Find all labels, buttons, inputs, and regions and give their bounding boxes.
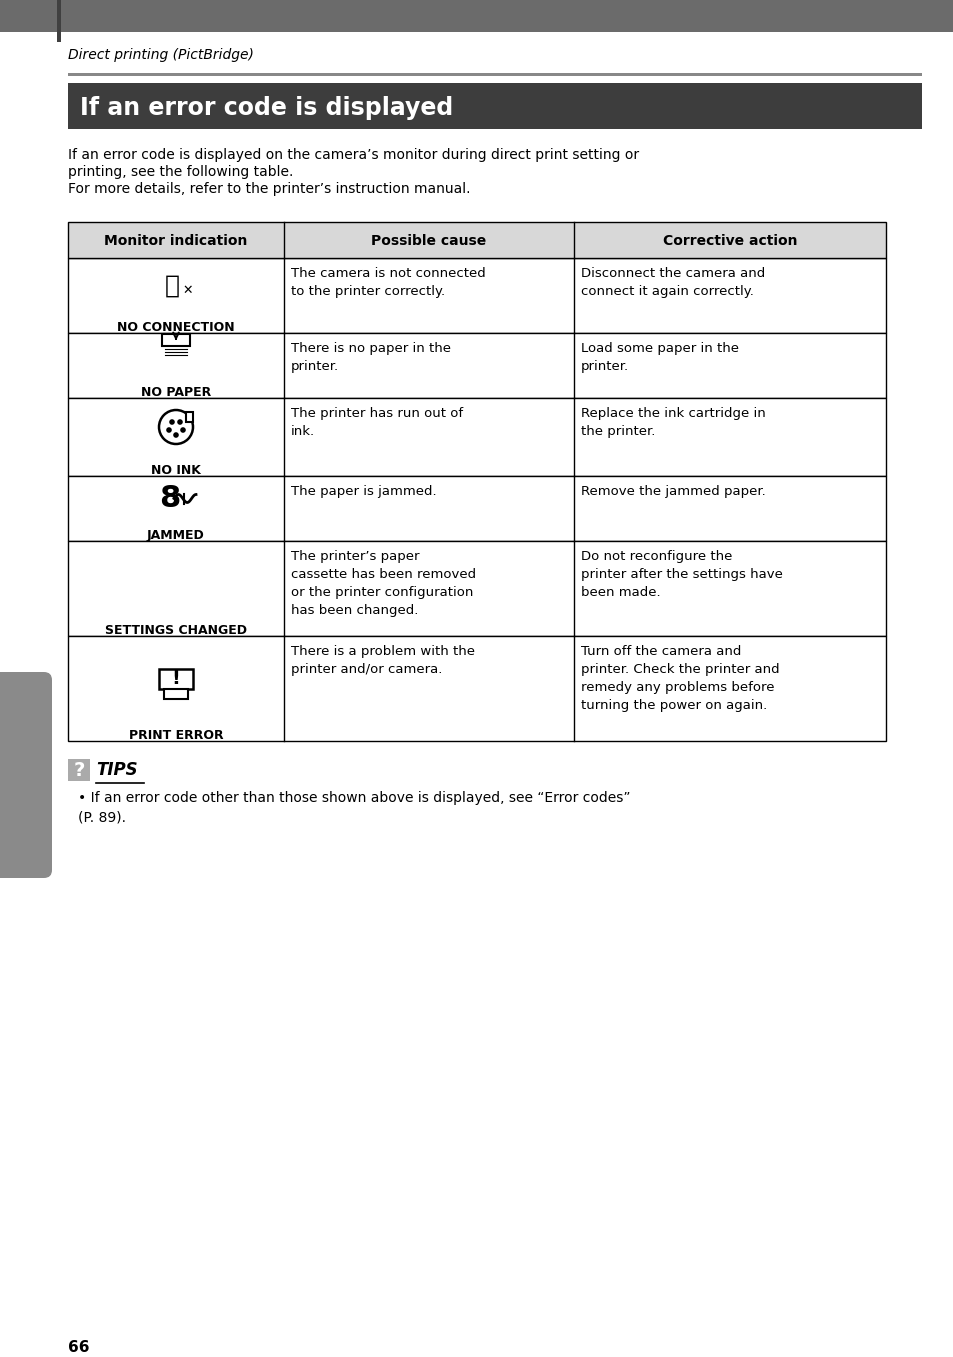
Text: There is a problem with the
printer and/or camera.: There is a problem with the printer and/… (291, 645, 475, 676)
Circle shape (177, 419, 183, 425)
Text: Remove the jammed paper.: Remove the jammed paper. (580, 484, 765, 498)
Text: ?: ? (73, 760, 85, 779)
Text: If an error code is displayed on the camera’s monitor during direct print settin: If an error code is displayed on the cam… (68, 148, 639, 161)
FancyBboxPatch shape (0, 672, 52, 878)
Bar (68, 73, 921, 76)
Text: Corrective action: Corrective action (662, 233, 797, 248)
Bar (68, 83, 921, 129)
Text: The camera is not connected
to the printer correctly.: The camera is not connected to the print… (291, 267, 485, 299)
Bar (0, 0, 953, 33)
Text: 8: 8 (159, 484, 180, 513)
Text: Direct printing (PictBridge): Direct printing (PictBridge) (68, 47, 253, 62)
Bar (68, 398, 885, 476)
Text: PRINT ERROR: PRINT ERROR (129, 729, 223, 742)
Bar (186, 413, 193, 422)
Text: Possible cause: Possible cause (371, 233, 486, 248)
Text: For more details, refer to the printer’s instruction manual.: For more details, refer to the printer’s… (68, 182, 470, 195)
Text: 66: 66 (68, 1339, 90, 1356)
Text: The printer has run out of
ink.: The printer has run out of ink. (291, 407, 462, 438)
Text: If an error code is displayed: If an error code is displayed (80, 96, 453, 119)
Text: SETTINGS CHANGED: SETTINGS CHANGED (105, 624, 247, 636)
Text: ✕: ✕ (183, 284, 193, 297)
Text: Disconnect the camera and
connect it again correctly.: Disconnect the camera and connect it aga… (580, 267, 764, 299)
Bar (162, 334, 190, 346)
Bar (68, 636, 885, 741)
Circle shape (180, 427, 186, 433)
Text: The printer’s paper
cassette has been removed
or the printer configuration
has b: The printer’s paper cassette has been re… (291, 550, 476, 617)
Text: Turn off the camera and
printer. Check the printer and
remedy any problems befor: Turn off the camera and printer. Check t… (580, 645, 779, 712)
Text: 6: 6 (14, 740, 30, 760)
Text: Printing pictures: Printing pictures (15, 738, 29, 841)
Text: 📷: 📷 (164, 274, 179, 297)
Bar (68, 476, 885, 541)
Bar (164, 688, 188, 699)
Bar (68, 541, 885, 636)
Bar (159, 669, 193, 688)
Text: The paper is jammed.: The paper is jammed. (291, 484, 436, 498)
Text: Load some paper in the
printer.: Load some paper in the printer. (580, 342, 739, 373)
Circle shape (166, 427, 172, 433)
Text: printing, see the following table.: printing, see the following table. (68, 166, 294, 179)
Text: Replace the ink cartridge in
the printer.: Replace the ink cartridge in the printer… (580, 407, 765, 438)
Text: Monitor indication: Monitor indication (104, 233, 248, 248)
Bar (68, 223, 885, 258)
Bar (68, 258, 885, 332)
Text: TIPS: TIPS (96, 761, 137, 779)
Text: JAMMED: JAMMED (147, 529, 205, 541)
Bar (68, 759, 90, 782)
Text: Do not reconfigure the
printer after the settings have
been made.: Do not reconfigure the printer after the… (580, 550, 782, 598)
Text: !: ! (172, 669, 180, 688)
Bar (57, 0, 61, 42)
Text: NO CONNECTION: NO CONNECTION (117, 322, 234, 334)
Bar (68, 332, 885, 398)
Circle shape (159, 410, 193, 444)
Text: • If an error code other than those shown above is displayed, see “Error codes”
: • If an error code other than those show… (78, 791, 630, 825)
Circle shape (173, 432, 178, 438)
Text: There is no paper in the
printer.: There is no paper in the printer. (291, 342, 451, 373)
Text: NO INK: NO INK (151, 464, 201, 478)
Text: NO PAPER: NO PAPER (141, 385, 211, 399)
Circle shape (169, 419, 174, 425)
